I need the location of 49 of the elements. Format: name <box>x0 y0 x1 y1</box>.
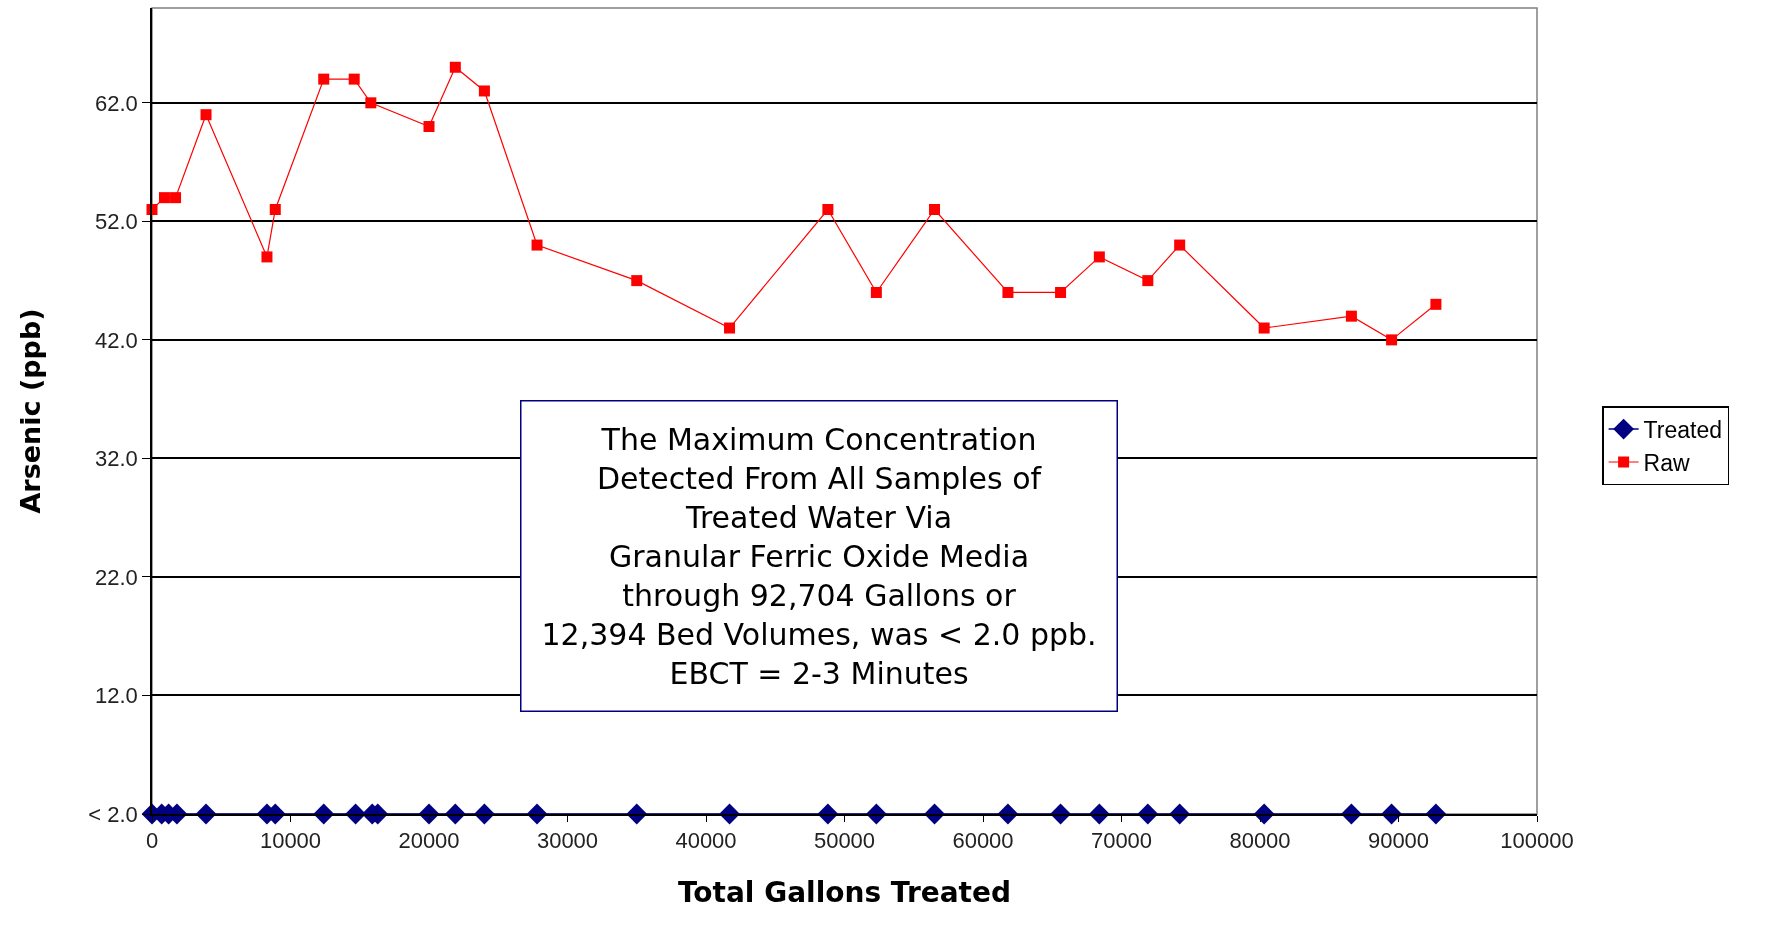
point <box>724 322 736 334</box>
y-tick-label: 12.0 <box>95 683 138 709</box>
y-tick-label: 32.0 <box>95 446 138 472</box>
point <box>531 239 543 251</box>
x-tick-label: 80000 <box>1229 828 1291 854</box>
x-tick-label: 20000 <box>398 828 460 854</box>
annotation: The Maximum Concentration Detected From All Samples of Treated Water Via Granular Ferric Oxide Media through 92,704 Gallons or 12,394 Bed Volumes, was < 2.0 ppb. EBCT = 2-3 Minutes <box>541 421 1097 691</box>
point <box>365 97 377 109</box>
y-tick-label: 52.0 <box>95 209 138 235</box>
x-tick-label: 0 <box>145 828 159 854</box>
point <box>1430 298 1442 310</box>
point <box>631 275 643 287</box>
point <box>269 204 281 215</box>
y-tick-label: 22.0 <box>95 564 138 590</box>
point <box>1258 322 1270 334</box>
point <box>170 192 182 204</box>
point <box>1093 251 1105 263</box>
point <box>423 121 435 133</box>
point <box>1386 334 1398 346</box>
point <box>261 251 273 263</box>
y-axis-title: Arsenic (ppb) <box>14 308 46 514</box>
point <box>1142 275 1154 287</box>
point <box>318 73 330 85</box>
x-axis-title: Total Gallons Treated <box>677 875 1012 909</box>
point <box>822 204 834 215</box>
x-tick-label: 30000 <box>536 828 599 854</box>
point <box>1055 286 1067 298</box>
point <box>348 73 360 85</box>
point <box>200 109 212 121</box>
point <box>1002 286 1014 298</box>
y-tick-label: < 2.0 <box>88 801 138 827</box>
point <box>929 204 941 215</box>
x-tick-label: 50000 <box>813 828 876 854</box>
x-tick-label: 60000 <box>952 828 1014 854</box>
x-tick-label: 10000 <box>259 828 322 854</box>
y-tick-label: 42.0 <box>95 327 138 353</box>
point <box>478 85 490 97</box>
point <box>870 286 882 298</box>
legend-label: Treated <box>1643 417 1723 444</box>
x-tick-label: 70000 <box>1090 828 1153 854</box>
point <box>158 192 170 204</box>
x-tick-label: 40000 <box>675 828 737 854</box>
point <box>449 61 461 73</box>
x-tick-label: 90000 <box>1367 828 1430 854</box>
point <box>1345 310 1357 322</box>
legend-label: Raw <box>1643 449 1690 476</box>
point <box>1174 239 1186 251</box>
y-tick-label: 62.0 <box>95 90 138 116</box>
x-tick-label: 100000 <box>1500 828 1574 854</box>
